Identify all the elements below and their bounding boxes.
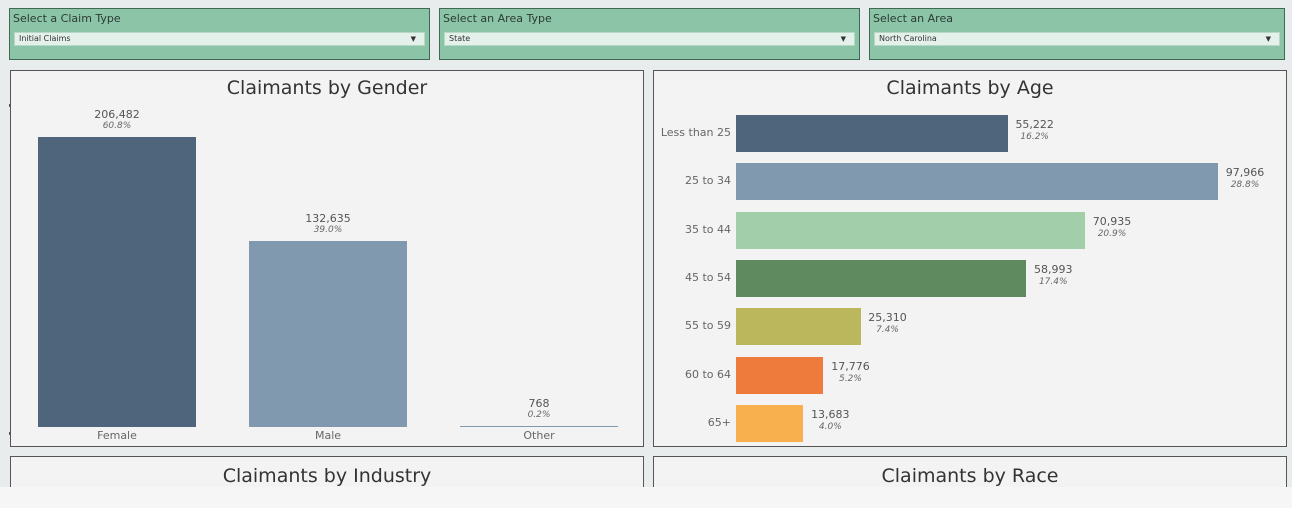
claim-type-label: Select a Claim Type [13,12,121,25]
dropdown-caret-icon: ▼ [410,35,416,43]
area-filter: Select an Area North Carolina ▼ [869,8,1285,60]
age-category-label: 65+ [707,415,731,429]
area-type-label: Select an Area Type [443,12,552,25]
dropdown-caret-icon: ▼ [1265,35,1271,43]
age-category-label: 55 to 59 [684,319,731,333]
age-bar [736,163,1218,201]
gender-bar [249,240,407,427]
area-value: North Carolina [879,34,937,43]
gender-percent-label: 39.0% [313,224,343,235]
age-category-label: 25 to 34 [684,174,731,188]
gender-value-label: 206,482 [94,108,140,121]
age-bar [736,356,824,394]
claim-type-select[interactable]: Initial Claims ▼ [14,32,425,46]
age-percent-label: 7.4% [876,325,899,336]
age-percent-label: 28.8% [1230,180,1260,191]
age-bar [736,259,1027,297]
gender-percent-label: 60.8% [102,121,132,131]
age-percent-label: 5.2% [839,373,862,384]
age-percent-label: 17.4% [1038,276,1068,287]
age-percent-label: 4.0% [818,421,842,432]
age-category-label: 35 to 44 [684,222,731,236]
claim-type-filter: Select a Claim Type Initial Claims ▼ [9,8,430,60]
race-chart-title: Claimants by Race [881,465,1059,487]
gender-chart-title: Claimants by Gender [226,77,428,99]
age-percent-label: 20.9% [1097,228,1127,239]
gender-category-label: Female [97,429,137,442]
age-bar [736,211,1085,249]
age-chart-title: Claimants by Age [886,77,1054,99]
age-percent-label: 16.2% [1020,132,1049,142]
age-bar [736,308,861,346]
age-category-label: 45 to 54 [684,270,731,284]
dropdown-caret-icon: ▼ [840,35,846,43]
gender-bar [460,425,618,427]
gender-category-label: Other [523,429,555,442]
gender-chart-panel: Claimants by Gender 206,482 60.8% Female 13… [10,70,644,447]
age-chart-panel: Claimants by Age Less than 25 55,222 16.2%… [653,70,1287,447]
age-category-label: Less than 25 [660,126,731,139]
gender-percent-label: 0.2% [527,409,551,420]
area-type-filter: Select an Area Type State ▼ [439,8,860,60]
age-bar [736,115,1008,152]
age-value-label: 70,935 [1092,214,1132,228]
gender-bar [38,137,196,427]
area-type-value: State [449,34,471,43]
area-type-select[interactable]: State ▼ [444,32,855,46]
bottom-strip [0,487,1292,508]
gender-value-label: 132,635 [305,211,351,225]
age-category-label: 60 to 64 [684,367,731,381]
age-bar [736,404,804,442]
age-value-label: 97,966 [1225,166,1265,180]
age-value-label: 58,993 [1033,262,1073,276]
age-value-label: 13,683 [811,407,850,421]
age-value-label: 55,222 [1015,118,1054,131]
gender-value-label: 768 [528,396,550,410]
area-select[interactable]: North Carolina ▼ [874,32,1280,46]
industry-chart-title: Claimants by Industry [222,465,432,487]
area-label: Select an Area [873,12,953,25]
age-value-label: 25,310 [868,311,907,325]
gender-category-label: Male [314,429,342,442]
claim-type-value: Initial Claims [19,34,71,43]
age-value-label: 17,776 [831,359,870,373]
